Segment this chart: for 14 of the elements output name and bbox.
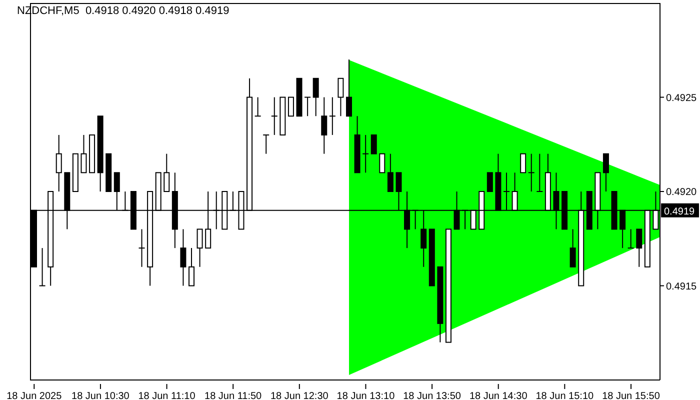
x-tick-label: 18 Jun 13:50	[403, 391, 462, 400]
x-tick-label: 18 Jun 2025	[6, 391, 62, 400]
x-tick-label: 18 Jun 15:50	[602, 391, 660, 400]
x-tick-label: 18 Jun 12:30	[270, 391, 329, 400]
y-tick-label: 0.4915	[666, 281, 698, 292]
x-tick-label: 18 Jun 13:10	[336, 391, 396, 400]
x-tick-label: 18 Jun 11:10	[138, 391, 196, 400]
x-tick-label: 18 Jun 15:10	[536, 391, 594, 400]
ref-line-label: 0.4919	[664, 206, 696, 218]
x-tick-label: 18 Jun 11:50	[204, 391, 262, 400]
y-tick-label: 0.4920	[666, 187, 698, 198]
y-tick-label: 0.4925	[666, 92, 698, 104]
x-tick-label: 18 Jun 10:30	[72, 391, 130, 400]
x-tick-label: 18 Jun 14:30	[469, 391, 528, 400]
